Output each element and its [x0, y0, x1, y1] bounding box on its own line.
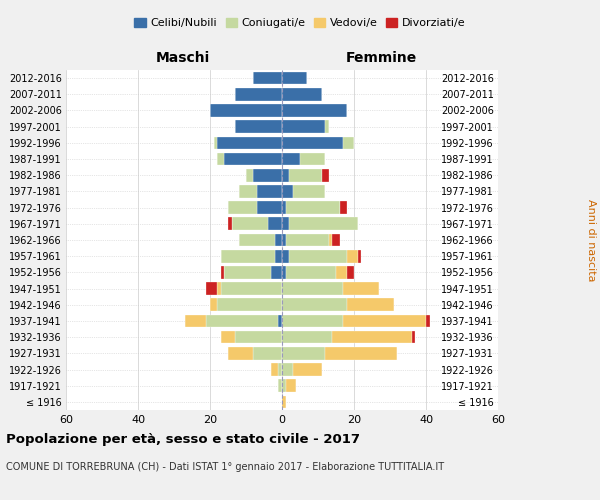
Bar — [282, 136, 343, 149]
Bar — [282, 104, 347, 117]
Bar — [257, 185, 282, 198]
Bar — [282, 380, 286, 392]
Bar — [253, 347, 282, 360]
Bar — [235, 120, 282, 133]
Text: Femmine: Femmine — [346, 51, 417, 65]
Bar — [347, 250, 358, 262]
Bar — [278, 380, 282, 392]
Bar — [329, 234, 332, 246]
Text: Popolazione per età, sesso e stato civile - 2017: Popolazione per età, sesso e stato civil… — [6, 432, 360, 446]
Bar — [282, 298, 347, 311]
Text: COMUNE DI TORREBRUNA (CH) - Dati ISTAT 1° gennaio 2017 - Elaborazione TUTTITALIA: COMUNE DI TORREBRUNA (CH) - Dati ISTAT 1… — [6, 462, 444, 472]
Bar — [221, 331, 235, 344]
Bar — [239, 185, 257, 198]
Bar — [289, 250, 347, 262]
Bar — [282, 282, 343, 295]
Bar — [332, 331, 412, 344]
Bar — [282, 169, 289, 181]
Bar — [343, 314, 426, 328]
Bar — [210, 298, 217, 311]
Bar — [332, 234, 340, 246]
Bar — [325, 120, 329, 133]
Bar — [278, 363, 282, 376]
Bar — [412, 331, 415, 344]
Bar — [282, 185, 293, 198]
Bar — [347, 266, 354, 278]
Bar — [206, 282, 217, 295]
Bar — [286, 234, 329, 246]
Bar — [217, 282, 221, 295]
Bar — [214, 136, 217, 149]
Bar — [286, 202, 340, 214]
Bar — [286, 380, 296, 392]
Bar — [278, 314, 282, 328]
Bar — [235, 88, 282, 101]
Bar — [282, 347, 325, 360]
Bar — [325, 347, 397, 360]
Bar — [289, 218, 358, 230]
Bar — [347, 298, 394, 311]
Text: Anni di nascita: Anni di nascita — [586, 198, 596, 281]
Bar — [282, 202, 286, 214]
Bar — [185, 314, 206, 328]
Bar — [217, 298, 282, 311]
Bar — [228, 218, 232, 230]
Bar — [282, 152, 300, 166]
Bar — [336, 266, 347, 278]
Bar — [221, 250, 275, 262]
Bar — [322, 169, 329, 181]
Bar — [282, 120, 325, 133]
Bar — [426, 314, 430, 328]
Bar — [224, 152, 282, 166]
Bar — [253, 169, 282, 181]
Bar — [246, 169, 253, 181]
Bar — [235, 331, 282, 344]
Bar — [224, 266, 271, 278]
Bar — [228, 202, 257, 214]
Bar — [282, 266, 286, 278]
Bar — [358, 250, 361, 262]
Bar — [282, 250, 289, 262]
Bar — [282, 314, 343, 328]
Bar — [221, 282, 282, 295]
Bar — [268, 218, 282, 230]
Bar — [282, 72, 307, 85]
Y-axis label: Fasce di età: Fasce di età — [0, 205, 4, 275]
Bar — [239, 234, 275, 246]
Bar — [293, 363, 322, 376]
Bar — [300, 152, 325, 166]
Bar — [228, 347, 253, 360]
Bar — [257, 202, 282, 214]
Text: Maschi: Maschi — [155, 51, 210, 65]
Bar — [340, 202, 347, 214]
Bar — [282, 218, 289, 230]
Bar — [275, 234, 282, 246]
Bar — [206, 314, 278, 328]
Bar — [271, 363, 278, 376]
Legend: Celibi/Nubili, Coniugati/e, Vedovi/e, Divorziati/e: Celibi/Nubili, Coniugati/e, Vedovi/e, Di… — [130, 13, 470, 32]
Bar — [293, 185, 325, 198]
Bar — [271, 266, 282, 278]
Bar — [289, 169, 322, 181]
Bar — [286, 266, 336, 278]
Bar — [282, 363, 293, 376]
Bar — [282, 88, 322, 101]
Bar — [282, 331, 332, 344]
Bar — [217, 152, 224, 166]
Bar — [343, 282, 379, 295]
Bar — [253, 72, 282, 85]
Bar — [282, 234, 286, 246]
Bar — [232, 218, 268, 230]
Bar — [221, 266, 224, 278]
Bar — [210, 104, 282, 117]
Bar — [275, 250, 282, 262]
Bar — [217, 136, 282, 149]
Bar — [282, 396, 286, 408]
Bar — [343, 136, 354, 149]
